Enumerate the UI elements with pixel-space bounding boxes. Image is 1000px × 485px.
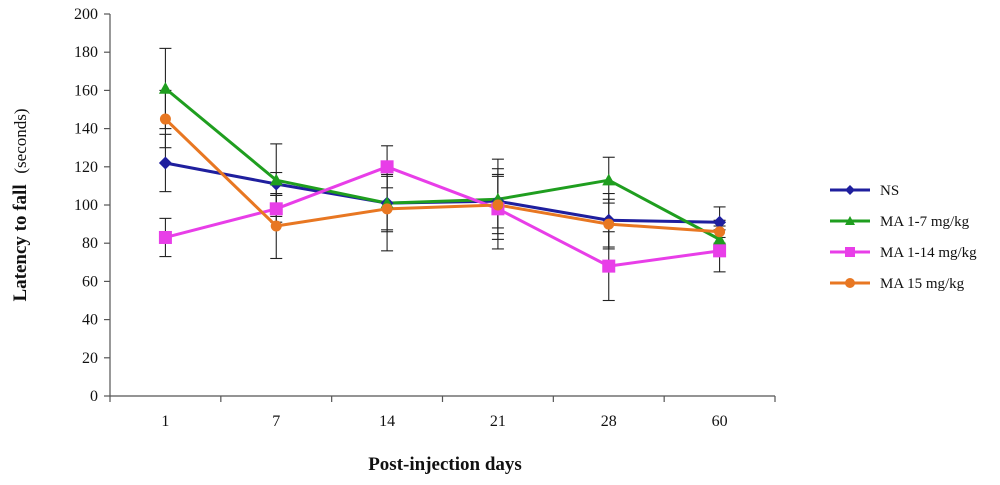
y-axis-title-unit: (seconds)	[11, 108, 30, 173]
series-line	[165, 163, 719, 222]
y-tick-label: 20	[82, 350, 98, 367]
data-point	[159, 156, 172, 169]
y-tick-label: 100	[74, 197, 98, 214]
legend-label: MA 1-7 mg/kg	[880, 214, 970, 230]
x-tick-label: 60	[712, 413, 728, 430]
legend: NS MA 1-7 mg/kg MA 1-14 mg/kg MA 15 mg/kg	[830, 183, 977, 292]
y-tick-label: 0	[90, 388, 98, 405]
y-axis-title: Latency to fall (seconds)	[10, 108, 31, 301]
data-point	[271, 221, 282, 232]
legend-label: NS	[880, 183, 899, 199]
x-tick-label: 1	[161, 413, 169, 430]
y-tick-label: 180	[74, 44, 98, 61]
series-lines	[165, 88, 719, 266]
data-point	[382, 203, 393, 214]
y-tick-label: 160	[74, 82, 98, 99]
legend-label: MA 15 mg/kg	[880, 276, 965, 292]
x-axis-ticks: 1 7 14 21 28 60	[110, 396, 775, 430]
data-point	[603, 219, 614, 230]
data-point	[714, 226, 725, 237]
legend-label: MA 1-14 mg/kg	[880, 245, 977, 261]
data-point	[159, 231, 172, 244]
x-tick-label: 7	[272, 413, 280, 430]
y-tick-label: 80	[82, 235, 98, 252]
x-tick-label: 21	[490, 413, 506, 430]
legend-swatch-marker	[845, 185, 855, 195]
y-axis-ticks: 0 20 40 60 80 100 120 140 160 180 200	[74, 6, 110, 405]
legend-swatch-marker	[845, 278, 855, 288]
legend-swatch-marker	[845, 247, 855, 257]
y-tick-label: 40	[82, 312, 98, 329]
x-tick-label: 28	[601, 413, 617, 430]
y-tick-label: 200	[74, 6, 98, 23]
data-point	[492, 200, 503, 211]
y-tick-label: 140	[74, 121, 98, 138]
x-tick-label: 14	[379, 413, 395, 430]
data-point	[270, 202, 283, 215]
data-point	[713, 244, 726, 257]
axes	[110, 14, 775, 396]
y-tick-label: 120	[74, 159, 98, 176]
data-point	[381, 160, 394, 173]
data-point	[160, 114, 171, 125]
y-tick-label: 60	[82, 273, 98, 290]
data-point	[602, 260, 615, 273]
y-axis-title-main: Latency to fall	[10, 184, 31, 301]
series-line	[165, 167, 719, 266]
line-chart: 0 20 40 60 80 100 120 140 160 180 200 1 7 14 21 28 60 L…	[0, 0, 1000, 485]
x-axis-title: Post-injection days	[368, 454, 522, 475]
data-point	[159, 82, 172, 94]
